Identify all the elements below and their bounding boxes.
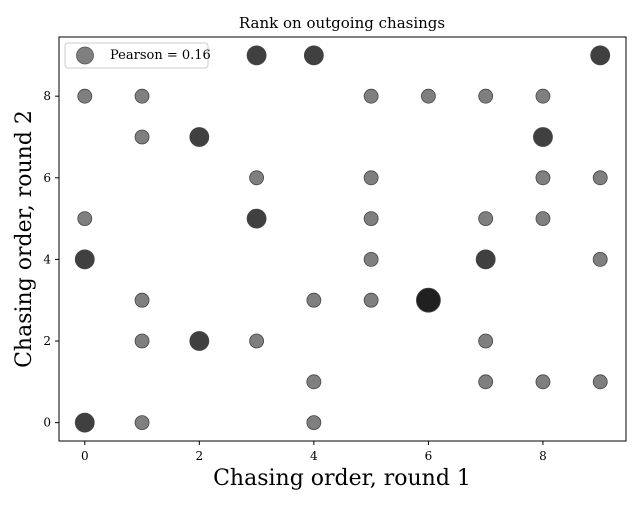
y-axis-label: Chasing order, round 2 bbox=[12, 110, 37, 368]
data-point-31 bbox=[249, 333, 264, 349]
data-point-35 bbox=[535, 374, 551, 390]
x-tick-label: 8 bbox=[539, 449, 547, 463]
data-point-1 bbox=[134, 88, 150, 104]
legend: Pearson = 0.16 bbox=[64, 42, 211, 69]
x-tick-label: 0 bbox=[81, 449, 89, 463]
data-point-8 bbox=[535, 88, 551, 104]
x-axis-label: Chasing order, round 1 bbox=[213, 466, 471, 491]
data-point-16 bbox=[77, 211, 93, 226]
data-point-21 bbox=[74, 249, 95, 270]
y-tick-label: 6 bbox=[43, 171, 51, 185]
y-tick-label: 8 bbox=[43, 89, 51, 103]
y-tick-label: 4 bbox=[43, 252, 51, 266]
data-point-15 bbox=[592, 170, 608, 186]
data-point-23 bbox=[475, 249, 496, 270]
data-point-3 bbox=[303, 45, 324, 66]
data-point-32 bbox=[478, 333, 494, 349]
data-point-2 bbox=[246, 45, 267, 66]
data-point-7 bbox=[478, 88, 494, 104]
data-point-24 bbox=[592, 252, 608, 267]
data-point-37 bbox=[74, 412, 95, 433]
x-tick-label: 4 bbox=[310, 449, 318, 463]
data-point-0 bbox=[77, 88, 93, 104]
data-point-29 bbox=[134, 333, 150, 349]
data-point-5 bbox=[363, 88, 379, 104]
x-tick-label: 2 bbox=[195, 449, 203, 463]
data-point-34 bbox=[478, 374, 494, 390]
data-point-19 bbox=[478, 211, 494, 226]
data-point-28 bbox=[416, 287, 441, 313]
data-point-20 bbox=[535, 211, 551, 226]
data-point-39 bbox=[306, 415, 322, 431]
chart-title: Rank on outgoing chasings bbox=[239, 14, 445, 32]
data-point-11 bbox=[533, 127, 553, 147]
data-point-17 bbox=[246, 208, 267, 229]
data-point-36 bbox=[592, 374, 608, 390]
data-point-38 bbox=[134, 415, 150, 431]
data-point-14 bbox=[535, 170, 551, 186]
legend-box bbox=[64, 42, 209, 69]
data-point-27 bbox=[363, 292, 379, 308]
data-point-9 bbox=[134, 129, 150, 145]
data-point-10 bbox=[189, 127, 210, 147]
x-tick-label: 6 bbox=[425, 449, 433, 463]
data-point-12 bbox=[249, 170, 264, 186]
y-tick-label: 2 bbox=[43, 334, 51, 348]
data-point-26 bbox=[306, 292, 322, 308]
data-point-33 bbox=[306, 374, 322, 390]
legend-label: Pearson = 0.16 bbox=[110, 48, 211, 63]
data-point-6 bbox=[421, 88, 436, 104]
data-point-18 bbox=[363, 211, 379, 226]
data-point-25 bbox=[134, 292, 150, 308]
data-point-13 bbox=[363, 170, 379, 186]
plot-frame bbox=[58, 36, 627, 442]
data-point-4 bbox=[590, 45, 611, 66]
data-point-22 bbox=[363, 252, 379, 267]
legend-marker bbox=[76, 46, 94, 65]
y-tick-label: 0 bbox=[43, 416, 51, 430]
data-point-30 bbox=[189, 331, 210, 351]
